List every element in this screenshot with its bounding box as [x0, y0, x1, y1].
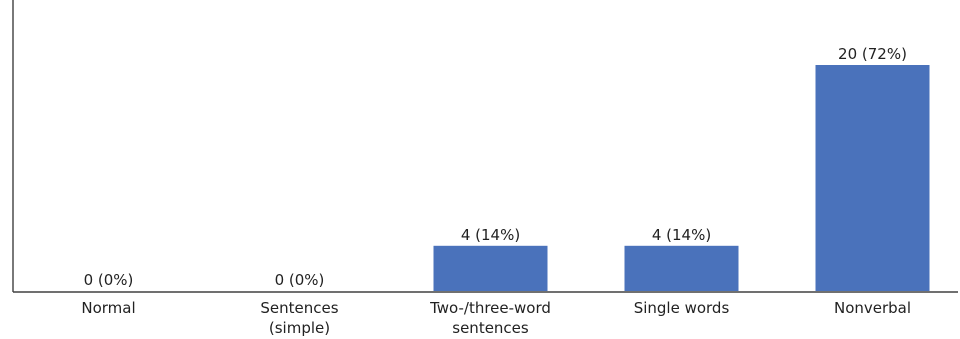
data-label-4: 20 (72%) [838, 45, 907, 63]
bar-4 [815, 65, 930, 291]
x-tick-label-1: Sentences (simple) [260, 299, 338, 337]
data-label-3: 4 (14%) [652, 226, 711, 244]
x-tick-label-2-line-0: Two-/three-word [429, 299, 551, 317]
x-tick-label-0-line-0: Normal [81, 299, 135, 317]
x-tick-label-3: Single words [634, 299, 730, 317]
x-tick-label-2-line-1: sentences [452, 319, 529, 337]
data-label-1: 0 (0%) [275, 271, 325, 289]
x-tick-label-0: Normal [81, 299, 135, 317]
bars-group [433, 65, 930, 291]
x-tick-label-4: Nonverbal [834, 299, 911, 317]
x-tick-label-4-line-0: Nonverbal [834, 299, 911, 317]
x-tick-label-1-line-0: Sentences [260, 299, 338, 317]
x-tick-label-1-line-1: (simple) [269, 319, 330, 337]
data-labels-group: 0 (0%) 0 (0%) 4 (14%) 4 (14%) 20 (72%) [84, 45, 907, 289]
data-label-2: 4 (14%) [461, 226, 520, 244]
x-tick-label-2: Two-/three-word sentences [429, 299, 551, 337]
x-tick-label-3-line-0: Single words [634, 299, 730, 317]
data-label-0: 0 (0%) [84, 271, 134, 289]
bar-2 [433, 245, 548, 291]
bar-3 [624, 245, 739, 291]
x-tick-labels-group: Normal Sentences (simple) Two-/three-word se… [81, 299, 911, 337]
